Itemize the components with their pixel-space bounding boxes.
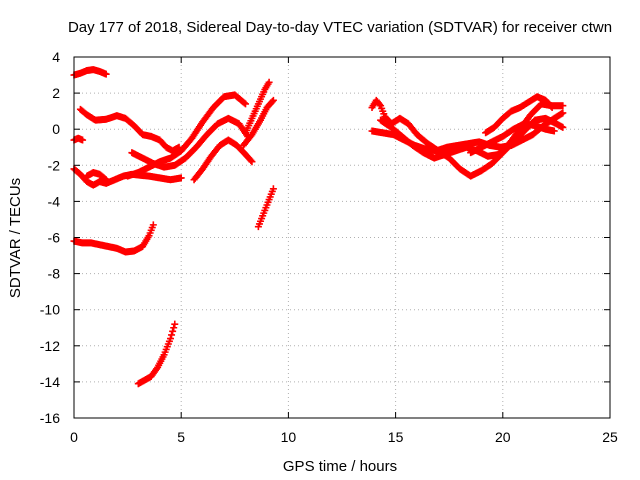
y-tick-label: -2 [48, 157, 61, 173]
data-point [177, 174, 185, 182]
data-point [242, 100, 250, 108]
grid-lines [74, 57, 610, 418]
data-point [79, 136, 87, 144]
series-arc-2 [70, 134, 87, 144]
data-point [153, 365, 161, 373]
y-axis-ticks: -16 -14 -12 -10 -8 -6 -4 -2 0 2 4 [40, 49, 610, 426]
data-point [265, 78, 273, 86]
data-point [247, 156, 255, 164]
x-axis-label: GPS time / hours [283, 458, 397, 475]
data-point [559, 109, 567, 117]
series-arc-10 [190, 136, 256, 184]
data-point [550, 127, 558, 135]
data-point [166, 335, 174, 343]
data-point [168, 331, 176, 339]
series-arc-1 [70, 66, 110, 79]
data-point [248, 158, 256, 166]
data-point [547, 102, 555, 110]
y-tick-label: -6 [48, 230, 61, 246]
series-arc-12 [239, 96, 277, 149]
x-tick-label: 15 [388, 429, 404, 445]
series-arc-18 [467, 120, 558, 157]
series-arc-5 [83, 169, 110, 184]
series-arc-11 [242, 78, 273, 137]
y-axis-label: SDTVAR / TECUs [7, 178, 24, 298]
series-arc-6 [70, 221, 157, 256]
y-tick-label: 2 [52, 85, 60, 101]
y-tick-label: -14 [40, 374, 60, 390]
x-tick-label: 0 [70, 429, 78, 445]
y-tick-label: -10 [40, 302, 60, 318]
series-arc-13 [254, 185, 277, 231]
data-point [269, 185, 277, 193]
data-points [70, 66, 567, 388]
data-point [170, 324, 178, 332]
y-tick-label: -12 [40, 338, 60, 354]
data-point [559, 102, 567, 110]
data-point [240, 99, 248, 107]
x-tick-label: 5 [177, 429, 185, 445]
plot-frame [73, 56, 611, 419]
data-point [102, 176, 110, 184]
y-tick-label: 0 [52, 121, 60, 137]
x-tick-label: 20 [495, 429, 511, 445]
y-tick-label: -8 [48, 266, 61, 282]
x-tick-label: 25 [602, 429, 618, 445]
data-point [149, 221, 157, 229]
series-arc-7 [134, 320, 179, 388]
series-arc-17 [482, 93, 556, 137]
chart-title: Day 177 of 2018, Sidereal Day-to-day VTE… [68, 19, 612, 36]
series-arc-16 [377, 100, 567, 162]
data-point [171, 320, 179, 328]
data-point [559, 123, 567, 131]
data-point [101, 175, 109, 183]
x-tick-label: 10 [281, 429, 297, 445]
x-axis-ticks: 0 5 10 15 20 25 [70, 57, 618, 445]
series-arc-3 [76, 105, 183, 155]
data-point [169, 327, 177, 335]
y-tick-label: -16 [40, 410, 60, 426]
data-point [268, 98, 276, 106]
data-point [548, 104, 556, 112]
data-point [269, 96, 277, 104]
y-tick-label: -4 [48, 193, 61, 209]
y-tick-label: 4 [52, 49, 60, 65]
series-arc-8 [124, 91, 250, 180]
data-point [376, 100, 384, 108]
data-point [102, 70, 110, 78]
